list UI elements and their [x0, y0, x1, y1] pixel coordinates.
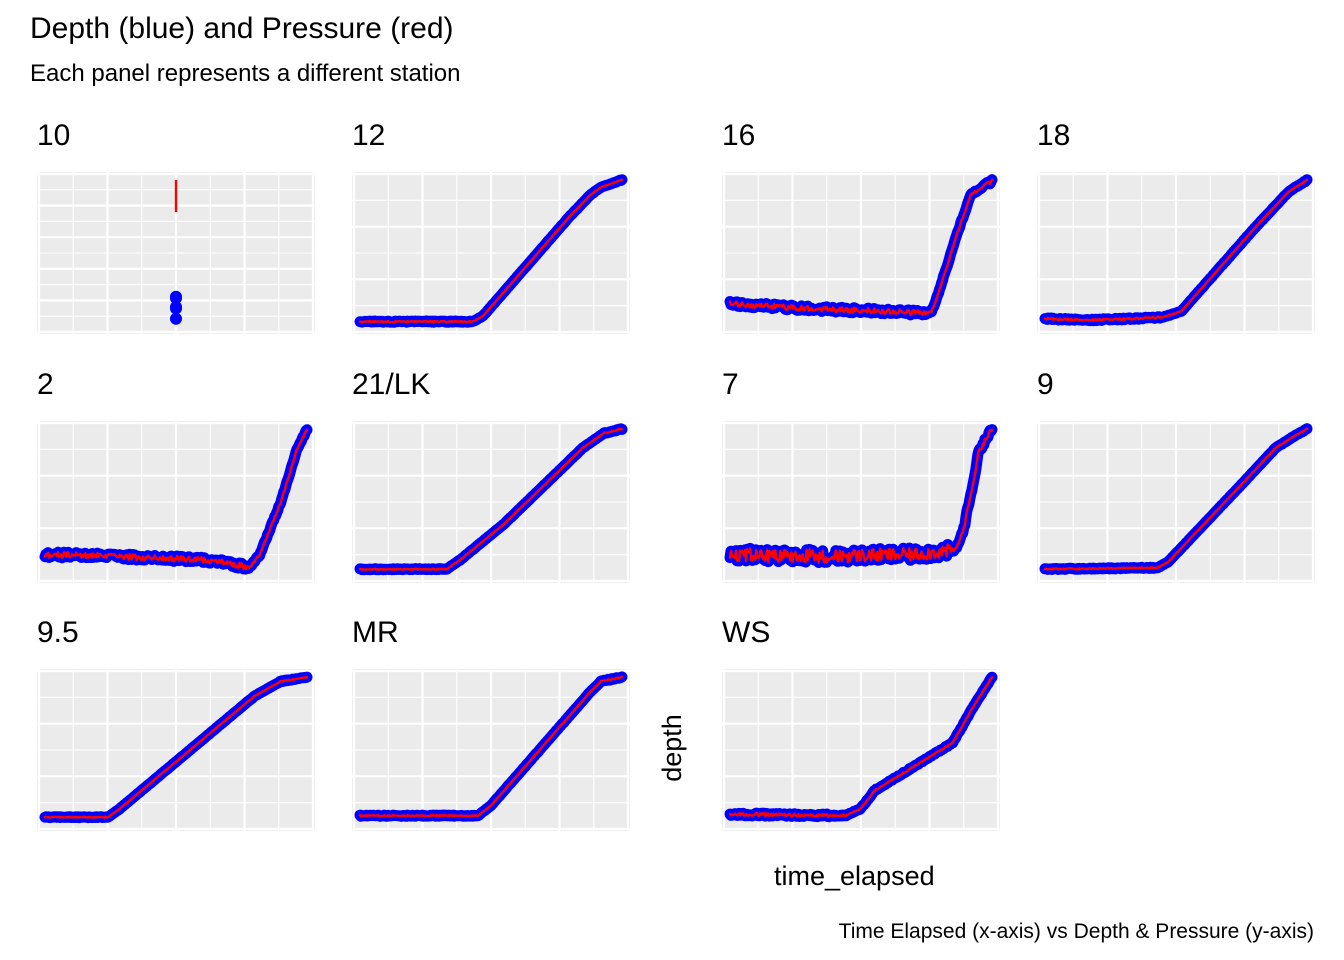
facet-panel: 12 — [352, 119, 630, 334]
facet-panel: 2 — [37, 368, 315, 583]
facet-panel: 18 — [1037, 119, 1315, 334]
pressure-series — [728, 178, 994, 317]
facet-panel: MR — [352, 616, 630, 831]
chart-subtitle: Each panel represents a different statio… — [30, 60, 461, 87]
pressure-series — [43, 428, 309, 571]
pressure-series — [358, 427, 624, 571]
gridlines — [352, 669, 630, 831]
facet-panel: 7 — [722, 368, 1000, 583]
facet-panel: 9 — [1037, 368, 1315, 583]
facet-strip-label: 10 — [37, 119, 70, 152]
facet-strip-label: 21/LK — [352, 368, 430, 401]
chart-caption: Time Elapsed (x-axis) vs Depth & Pressur… — [838, 920, 1314, 943]
gridlines — [1037, 172, 1315, 334]
depth-point — [170, 290, 182, 303]
gridlines — [722, 669, 1000, 831]
pressure-series — [728, 428, 994, 564]
facet-panel: WS — [722, 616, 1000, 831]
facet-strip-label: WS — [722, 616, 770, 649]
chart-title: Depth (blue) and Pressure (red) — [30, 12, 454, 45]
gridlines — [37, 669, 315, 831]
depth-point — [170, 302, 182, 315]
pressure-series — [358, 675, 624, 818]
facet-strip-label: 7 — [722, 368, 739, 401]
facet-strip-label: 12 — [352, 119, 385, 152]
gridlines — [352, 172, 630, 334]
facet-strip-label: 9.5 — [37, 616, 79, 649]
facet-strip-label: MR — [352, 616, 399, 649]
pressure-series — [358, 178, 624, 324]
depth-point — [170, 312, 182, 325]
facet-strip-label: 16 — [722, 119, 755, 152]
facet-panel: 16 — [722, 119, 1000, 334]
pressure-series — [728, 676, 994, 818]
facet-strip-label: 18 — [1037, 119, 1070, 152]
pressure-series — [1043, 178, 1309, 322]
pressure-series — [43, 675, 309, 819]
facet-strip-label: 9 — [1037, 368, 1054, 401]
pressure-series — [1043, 427, 1309, 571]
y-axis-label: depth — [657, 714, 687, 782]
facet-panel: 9.5 — [37, 616, 315, 831]
facet-panel: 21/LK — [352, 368, 630, 583]
x-axis-label: time_elapsed — [774, 861, 935, 891]
facet-strip-label: 2 — [37, 368, 54, 401]
gridlines — [1037, 421, 1315, 583]
facet-panel: 10 — [37, 119, 315, 334]
